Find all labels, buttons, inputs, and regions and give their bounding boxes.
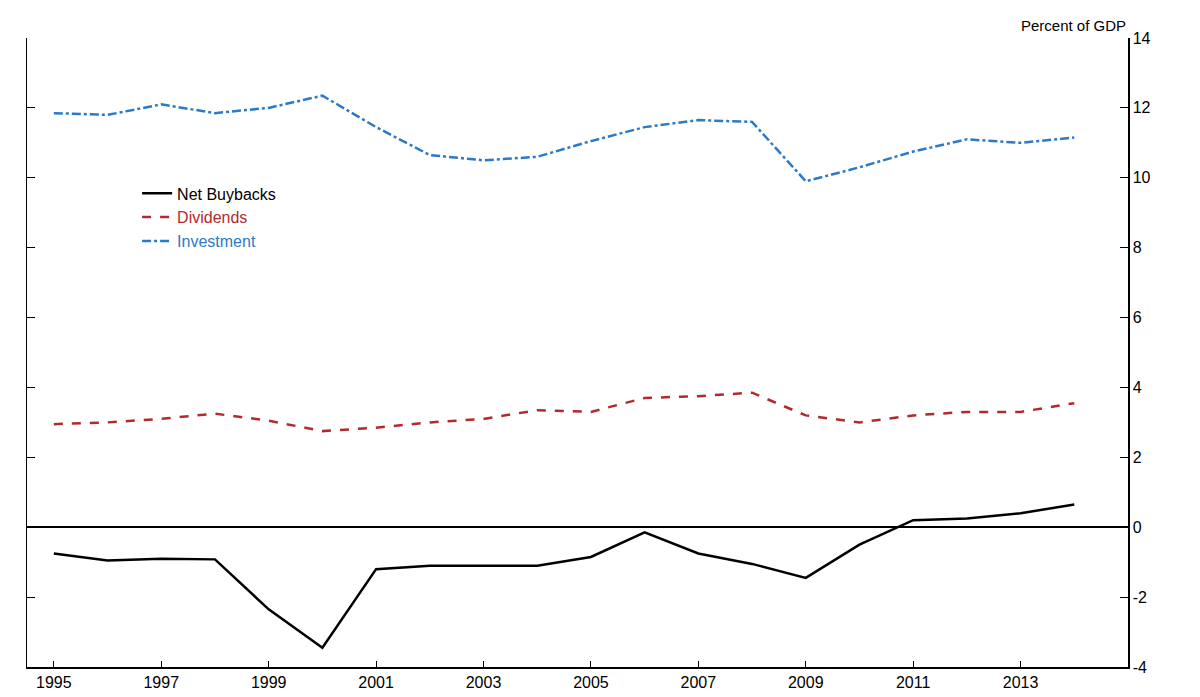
svg-text:2011: 2011	[896, 674, 931, 691]
svg-text:6: 6	[1133, 309, 1142, 326]
svg-text:2009: 2009	[788, 674, 824, 691]
svg-text:1995: 1995	[36, 674, 72, 691]
svg-text:Dividends: Dividends	[177, 209, 247, 226]
svg-text:0: 0	[1133, 519, 1142, 536]
svg-text:Percent of GDP: Percent of GDP	[1021, 17, 1126, 34]
svg-text:Investment: Investment	[177, 233, 256, 250]
svg-text:-4: -4	[1133, 659, 1147, 676]
svg-text:1997: 1997	[143, 674, 179, 691]
svg-text:4: 4	[1133, 379, 1142, 396]
svg-text:14: 14	[1133, 30, 1151, 47]
svg-text:1999: 1999	[251, 674, 287, 691]
svg-text:2001: 2001	[358, 674, 394, 691]
svg-text:-2: -2	[1133, 589, 1147, 606]
svg-text:10: 10	[1133, 169, 1151, 186]
svg-text:2007: 2007	[681, 674, 717, 691]
svg-text:12: 12	[1133, 99, 1151, 116]
svg-text:2005: 2005	[573, 674, 609, 691]
svg-text:Net Buybacks: Net Buybacks	[177, 186, 276, 203]
svg-text:8: 8	[1133, 239, 1142, 256]
svg-text:2: 2	[1133, 449, 1142, 466]
svg-text:2013: 2013	[1003, 674, 1039, 691]
svg-text:2003: 2003	[466, 674, 502, 691]
